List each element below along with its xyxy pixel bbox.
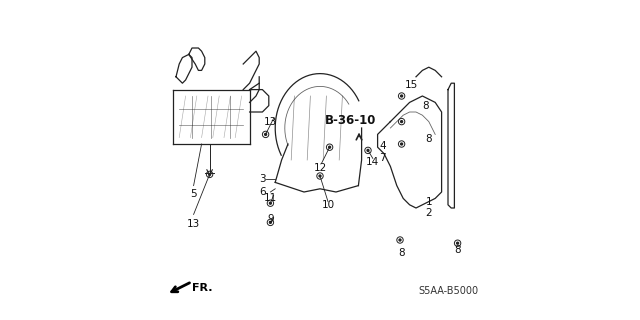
Text: B-36-10: B-36-10 <box>324 114 376 126</box>
Circle shape <box>401 95 403 97</box>
Circle shape <box>209 173 211 175</box>
Text: 1: 1 <box>426 196 432 207</box>
Text: S5AA-B5000: S5AA-B5000 <box>418 286 478 296</box>
Circle shape <box>265 133 267 135</box>
Circle shape <box>457 242 458 244</box>
Text: 8: 8 <box>398 248 405 258</box>
Circle shape <box>367 149 369 151</box>
Text: 10: 10 <box>321 200 335 210</box>
Text: 9: 9 <box>267 214 274 224</box>
Text: 8: 8 <box>426 134 432 144</box>
Circle shape <box>399 239 401 241</box>
Text: 3: 3 <box>259 174 266 184</box>
Circle shape <box>269 221 271 223</box>
Circle shape <box>401 121 403 123</box>
Text: 13: 13 <box>264 116 277 127</box>
Text: 11: 11 <box>264 193 277 204</box>
Text: 15: 15 <box>404 80 418 90</box>
Text: 14: 14 <box>366 156 380 167</box>
Text: 8: 8 <box>422 100 429 111</box>
Text: FR.: FR. <box>192 283 212 293</box>
Text: 7: 7 <box>379 153 386 164</box>
Text: 6: 6 <box>259 187 266 197</box>
Text: 5: 5 <box>190 188 197 199</box>
Text: 13: 13 <box>187 219 200 229</box>
Text: 8: 8 <box>454 244 461 255</box>
Text: 4: 4 <box>379 140 386 151</box>
Circle shape <box>269 202 271 204</box>
Circle shape <box>329 146 331 148</box>
Circle shape <box>319 175 321 177</box>
Text: 12: 12 <box>314 163 326 173</box>
Circle shape <box>401 143 403 145</box>
Text: 2: 2 <box>426 208 432 218</box>
